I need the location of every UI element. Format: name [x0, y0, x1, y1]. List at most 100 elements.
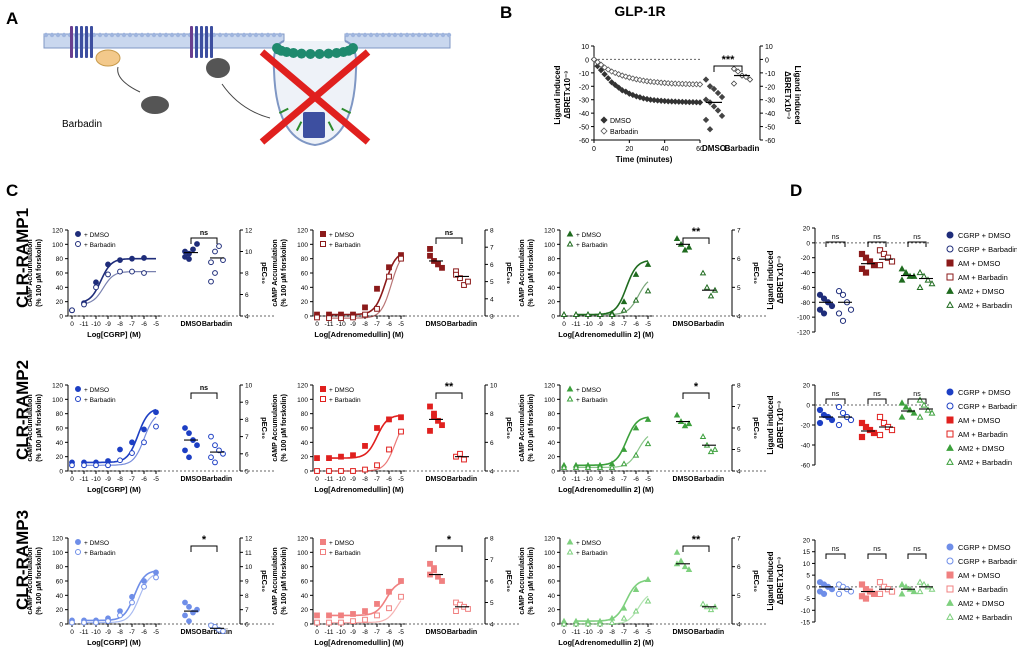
y-tick-label: 0: [585, 57, 589, 64]
legend-marker: [946, 286, 954, 294]
right-tick-label: 0: [765, 57, 769, 64]
x-tick-label: -8: [609, 321, 615, 328]
y-tick-label: 100: [297, 397, 308, 404]
barbadin-point: [93, 284, 99, 291]
x-tick-label: 0: [315, 321, 319, 328]
lipid-head: [217, 32, 223, 38]
right-tick-label: -40: [765, 111, 775, 118]
right-tick-label: 8: [490, 411, 494, 418]
significance-label: *: [447, 534, 452, 546]
data-point-dmso: [640, 95, 647, 102]
right-axis-label: pEC₅₀: [260, 417, 269, 439]
barbadin-point: [338, 315, 344, 322]
group-point: [898, 399, 906, 406]
dmso-point: [398, 578, 404, 584]
legend-marker: [946, 300, 954, 308]
y-tick-label: 60: [56, 271, 64, 278]
right-tick-label: 7: [490, 245, 494, 252]
right-tick-label: -60: [765, 138, 775, 145]
group-point: [858, 433, 866, 441]
legend-marker: [566, 230, 574, 237]
pec50-point: [439, 264, 445, 271]
pec50-point: [699, 600, 707, 607]
category-label: DMSO: [673, 476, 695, 483]
x-tick-label: -6: [141, 629, 147, 636]
panel-letter-C: C: [6, 181, 18, 200]
x-tick-label: 0: [562, 476, 566, 483]
pec50-point: [435, 417, 441, 424]
legend-label: AM2 + Barbadin: [958, 458, 1012, 467]
pec50-point: [673, 235, 681, 242]
barbadin-point: [608, 619, 616, 625]
y-tick-label: 120: [544, 383, 555, 390]
y-axis-label: Ligand induced: [766, 250, 775, 309]
legend-marker: [566, 240, 574, 247]
x-tick-label: -6: [386, 629, 392, 636]
y-tick-label: -15: [801, 620, 811, 627]
group-point: [858, 419, 866, 427]
y-tick-label: -20: [579, 84, 589, 91]
dmso-point: [362, 304, 368, 311]
legend-marker: [946, 430, 954, 438]
group-point: [916, 268, 924, 276]
legend-label: + DMSO: [329, 387, 354, 394]
y-axis-label: (% 100 µM forskolin): [528, 394, 535, 462]
pec50-point: [212, 442, 218, 449]
pec50-point: [703, 283, 711, 290]
y-tick-label: 120: [297, 536, 308, 543]
group-point: [847, 306, 855, 313]
lipid-head: [43, 32, 49, 38]
group-point: [876, 413, 884, 421]
y-tick-label: -120: [797, 330, 810, 337]
dmso-point: [93, 279, 99, 286]
pec50-point: [212, 248, 218, 255]
y-tick-label: 20: [56, 299, 64, 306]
lipid-head: [422, 32, 428, 38]
legend-label: AM + DMSO: [958, 416, 1000, 425]
barbadin-point: [314, 468, 320, 474]
lipid-head: [392, 32, 398, 38]
data-point-barbadin: [590, 56, 598, 63]
category-label: DMSO: [426, 321, 448, 328]
receptor-helix: [195, 26, 198, 58]
legend-marker: [946, 612, 954, 620]
lipid-head: [259, 32, 265, 38]
y-axis-label: cAMP Accumulation: [519, 547, 526, 614]
y-tick-label: 40: [56, 593, 64, 600]
right-axis-label: pEC₅₀: [505, 570, 514, 592]
lipid-head: [55, 32, 61, 38]
right-axis-label: ΔBRETx10⁻³: [783, 71, 792, 119]
right-tick-label: 7: [245, 434, 249, 441]
x-tick-label: -7: [621, 629, 627, 636]
x-tick-label: 0: [315, 629, 319, 636]
barbadin-point: [608, 463, 616, 470]
significance-bracket: [190, 545, 218, 552]
lipid-head: [386, 32, 392, 38]
pec50-point: [182, 599, 188, 606]
x-tick-label: -11: [325, 321, 334, 328]
barbadin-point: [644, 597, 652, 604]
x-tick-label: -10: [336, 476, 346, 483]
category-label: Barbadin: [694, 476, 724, 483]
right-tick-label: 4: [490, 469, 494, 476]
y-axis-label: Ligand induced: [553, 65, 562, 124]
scatter-point: [706, 83, 714, 90]
y-tick-label: -40: [801, 270, 811, 277]
x-tick-label: -8: [117, 321, 123, 328]
x-tick-label: -7: [129, 476, 135, 483]
barbadin-point: [105, 271, 111, 278]
x-tick-label: -9: [105, 321, 111, 328]
lipid-head: [121, 32, 127, 38]
barbadin-point: [117, 612, 123, 619]
legend-label: + DMSO: [576, 232, 601, 239]
data-point-dmso: [604, 75, 612, 82]
row-label: CLR-RAMP3: [13, 510, 32, 610]
right-tick-label: 12: [245, 536, 253, 543]
y-tick-label: 20: [803, 538, 811, 545]
pec50-point: [208, 278, 214, 285]
barbadin-point: [632, 451, 640, 458]
x-tick-label: 0: [70, 629, 74, 636]
barbadin-point: [141, 439, 147, 446]
group-point: [862, 269, 870, 276]
barbadin-point: [350, 468, 356, 474]
